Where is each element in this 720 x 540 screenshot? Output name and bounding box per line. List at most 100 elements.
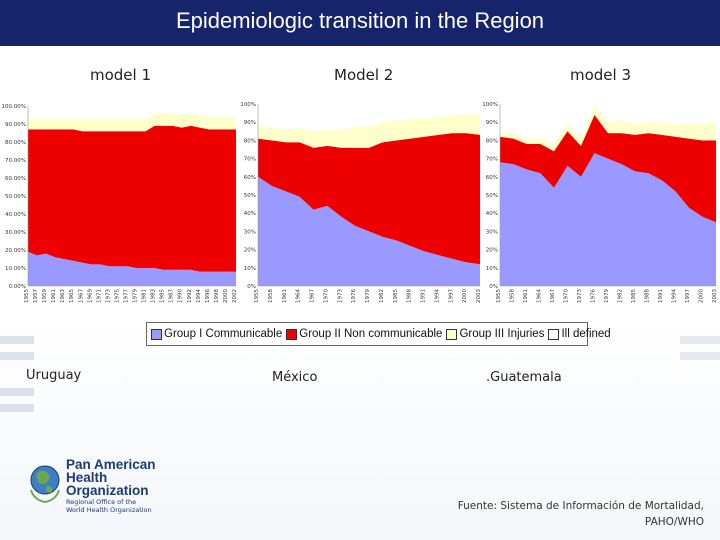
x-tick-label: 2000 — [462, 288, 468, 302]
logo-line: Health — [66, 470, 108, 485]
title-bar: Epidemiologic transition in the Region — [0, 0, 720, 46]
logo-subtext: Regional Office of the World Health Orga… — [66, 498, 152, 514]
y-tick-label: 70% — [486, 157, 498, 163]
legend-label: Ill defined — [561, 328, 611, 340]
y-tick-label: 90% — [244, 120, 256, 126]
chart-mexico-svg: 0% 10% 20% 30% 40% 50% 60% 70% 80% 90% 100% 1955 195… — [240, 102, 482, 303]
x-tick-label: 2000 — [223, 289, 229, 303]
x-tick-label: 1977 — [124, 289, 130, 303]
series-area-ill-defined — [258, 104, 480, 132]
y-tick-label: 50% — [486, 193, 498, 199]
logo-subline: World Health Organization — [66, 506, 152, 514]
legend-item: Group I Communicable — [151, 328, 282, 340]
x-tick-label: 2003 — [476, 289, 482, 303]
y-tick-label: 70.00% — [5, 158, 26, 164]
chart-uruguay: 0.00% 10.00% 20.00% 30.00% 40.00% 50.00% 60.00… — [0, 100, 240, 320]
x-tick-label: 1994 — [672, 289, 678, 303]
y-tick-label: 10% — [244, 266, 256, 272]
y-tick-label: 100.00% — [2, 104, 26, 110]
legend-label: Group III Injuries — [459, 328, 545, 340]
x-tick-label: 1964 — [537, 289, 543, 303]
x-tick-label: 1997 — [685, 289, 691, 303]
x-tick-label: 1967 — [550, 289, 556, 303]
legend-swatch — [151, 328, 162, 340]
series-area-group-ii-non-communicable — [500, 114, 716, 223]
country-label-mexico: México — [272, 370, 318, 385]
y-tick-label: 20% — [486, 248, 498, 254]
legend-item: Group III Injuries — [446, 328, 544, 340]
x-tick-label: 1994 — [434, 289, 440, 303]
x-tick-label: 1964 — [296, 288, 302, 302]
y-tick-label: 80% — [244, 138, 256, 144]
y-tick-label: 60% — [486, 175, 498, 181]
x-tick-label: 1976 — [351, 288, 357, 302]
legend-swatch — [548, 328, 560, 340]
logo-line: Organization — [66, 483, 149, 498]
x-tick-label: 1996 — [205, 289, 211, 303]
x-tick-label: 1990 — [178, 288, 184, 302]
x-tick-label: 1961 — [51, 289, 57, 303]
source-line: Fuente: Sistema de Información de Mortal… — [457, 500, 704, 512]
x-tick-label: 1973 — [577, 289, 583, 303]
y-tick-label: 30% — [244, 229, 256, 235]
x-tick-label: 1988 — [645, 289, 651, 303]
x-tick-label: 1961 — [282, 289, 288, 303]
x-tick-label: 1987 — [169, 289, 175, 303]
y-tick-label: 40% — [244, 211, 256, 217]
y-tick-label: 0.00% — [9, 284, 26, 290]
x-tick-label: 1973 — [105, 289, 111, 303]
logo-subline: Regional Office of the — [66, 498, 137, 506]
series-area-group-ii-non-communicable — [28, 125, 236, 272]
source-note: Fuente: Sistema de Información de Mortal… — [458, 498, 704, 530]
x-tick-label: 1991 — [658, 289, 664, 303]
x-tick-label: 1979 — [133, 288, 139, 302]
x-tick-label: 1965 — [69, 288, 75, 302]
y-tick-label: 100% — [482, 102, 498, 108]
chart-guatemala: 0% 10% 20% 30% 40% 50% 60% 70% 80% 90% 100% 1955 195… — [482, 100, 720, 320]
x-tick-label: 1997 — [448, 289, 454, 303]
y-tick-label: 90% — [486, 120, 498, 126]
y-tick-label: 100% — [240, 102, 256, 108]
x-tick-label: 1975 — [114, 288, 120, 302]
series-area-ill-defined — [500, 104, 716, 144]
y-tick-label: 60.00% — [5, 176, 26, 182]
x-tick-label: 2003 — [712, 289, 718, 303]
x-tick-label: 1992 — [187, 289, 193, 303]
x-tick-label: 1979 — [604, 289, 610, 303]
decor-stripe — [680, 336, 720, 344]
x-tick-label: 1994 — [196, 288, 202, 302]
paho-logo: Pan American Health Organization Regiona… — [28, 456, 178, 516]
series-area-group-iii-injuries — [258, 114, 480, 148]
y-tick-label: 0% — [247, 284, 256, 290]
y-tick-label: 90.00% — [5, 122, 26, 128]
x-tick-label: 1981 — [142, 289, 148, 303]
x-tick-label: 1979 — [365, 289, 371, 303]
y-tick-label: 40.00% — [5, 212, 26, 218]
country-label-guatemala: .Guatemala — [486, 370, 562, 385]
y-tick-label: 20.00% — [5, 248, 26, 254]
x-tick-label: 1985 — [631, 289, 637, 303]
x-tick-label: 1970 — [323, 289, 329, 303]
x-tick-label: 1961 — [523, 289, 529, 303]
y-tick-label: 50.00% — [5, 194, 26, 200]
model-1-label: model 1 — [90, 66, 152, 84]
chart-legend: Group I Communicable Group II Non commun… — [146, 322, 611, 346]
decor-stripe — [0, 336, 34, 344]
y-tick-label: 80.00% — [5, 140, 26, 146]
x-tick-label: 1958 — [268, 289, 274, 303]
x-tick-label: 1955 — [24, 289, 30, 303]
legend-item: Ill defined — [548, 328, 611, 340]
x-tick-label: 1982 — [379, 289, 385, 303]
source-line: PAHO/WHO — [644, 516, 704, 528]
model-2-label: Model 2 — [334, 66, 394, 84]
x-tick-label: 1973 — [337, 289, 343, 303]
country-label-uruguay: Uruguay — [26, 368, 82, 383]
x-tick-label: 1983 — [151, 288, 157, 302]
series-area-group-i-communicable — [28, 251, 236, 286]
chart-guatemala-svg: 0% 10% 20% 30% 40% 50% 60% 70% 80% 90% 100% 1955 195… — [482, 102, 718, 303]
chart-mexico: 0% 10% 20% 30% 40% 50% 60% 70% 80% 90% 100% 1955 195… — [238, 100, 484, 320]
x-tick-label: 1982 — [618, 289, 624, 303]
x-tick-label: 1969 — [87, 288, 93, 302]
x-tick-label: 1963 — [60, 289, 66, 303]
x-tick-label: 1955 — [254, 289, 260, 303]
